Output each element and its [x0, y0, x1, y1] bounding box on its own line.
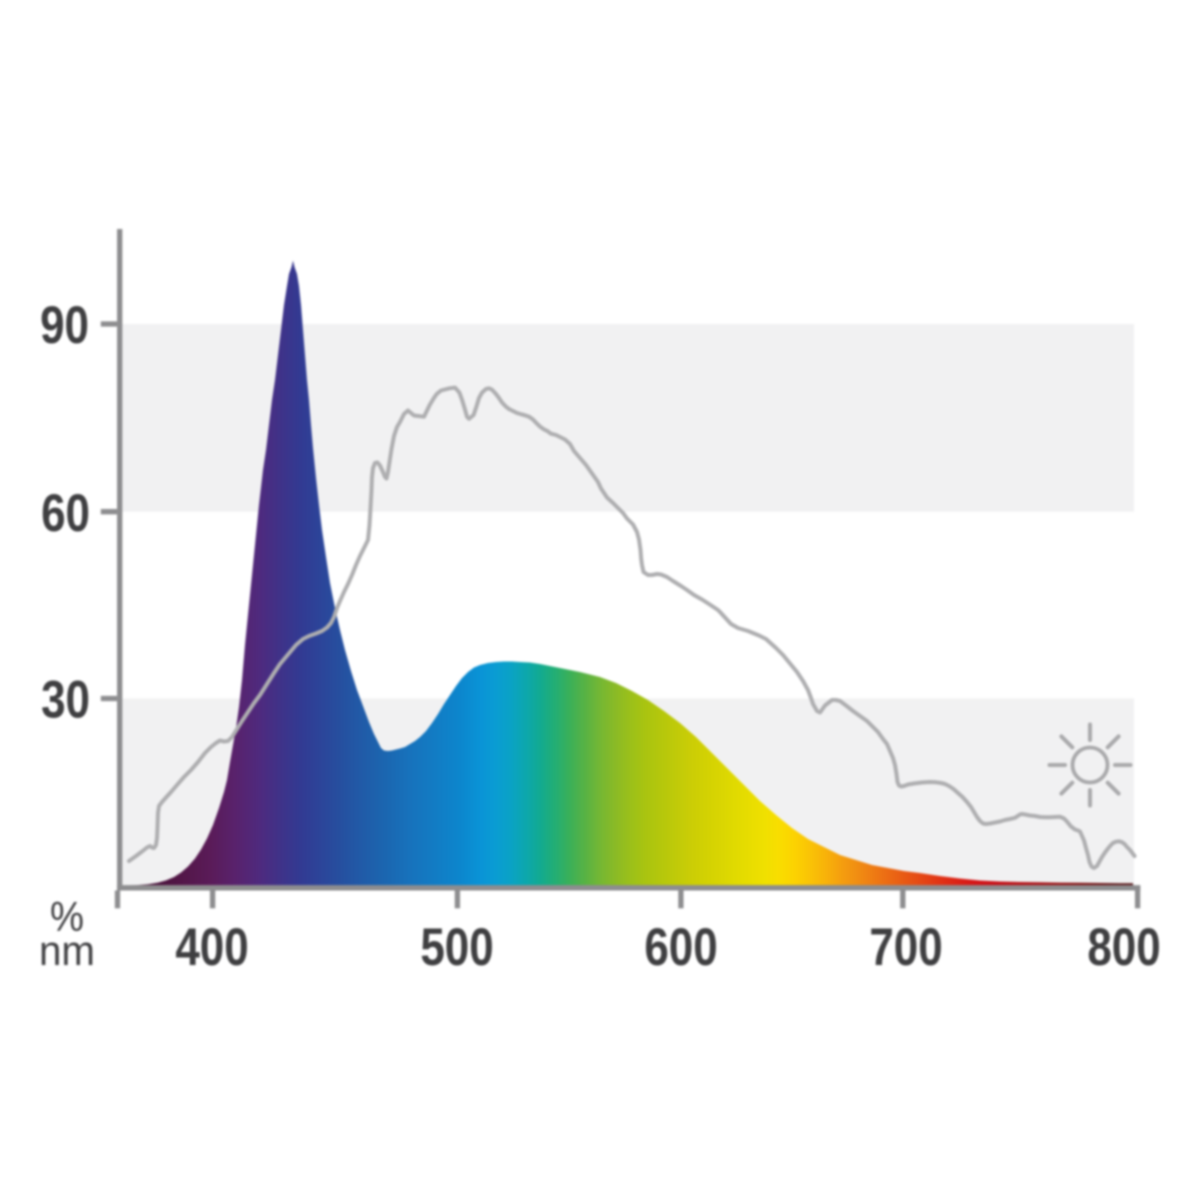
svg-text:60: 60: [41, 484, 90, 543]
svg-text:90: 90: [40, 296, 89, 355]
svg-text:700: 700: [869, 918, 942, 977]
svg-text:600: 600: [644, 918, 717, 977]
svg-text:nm: nm: [39, 927, 95, 974]
svg-text:800: 800: [1087, 918, 1160, 977]
svg-text:400: 400: [175, 918, 248, 977]
svg-text:500: 500: [420, 918, 493, 977]
svg-text:30: 30: [41, 671, 90, 730]
svg-text:%: %: [50, 893, 84, 940]
